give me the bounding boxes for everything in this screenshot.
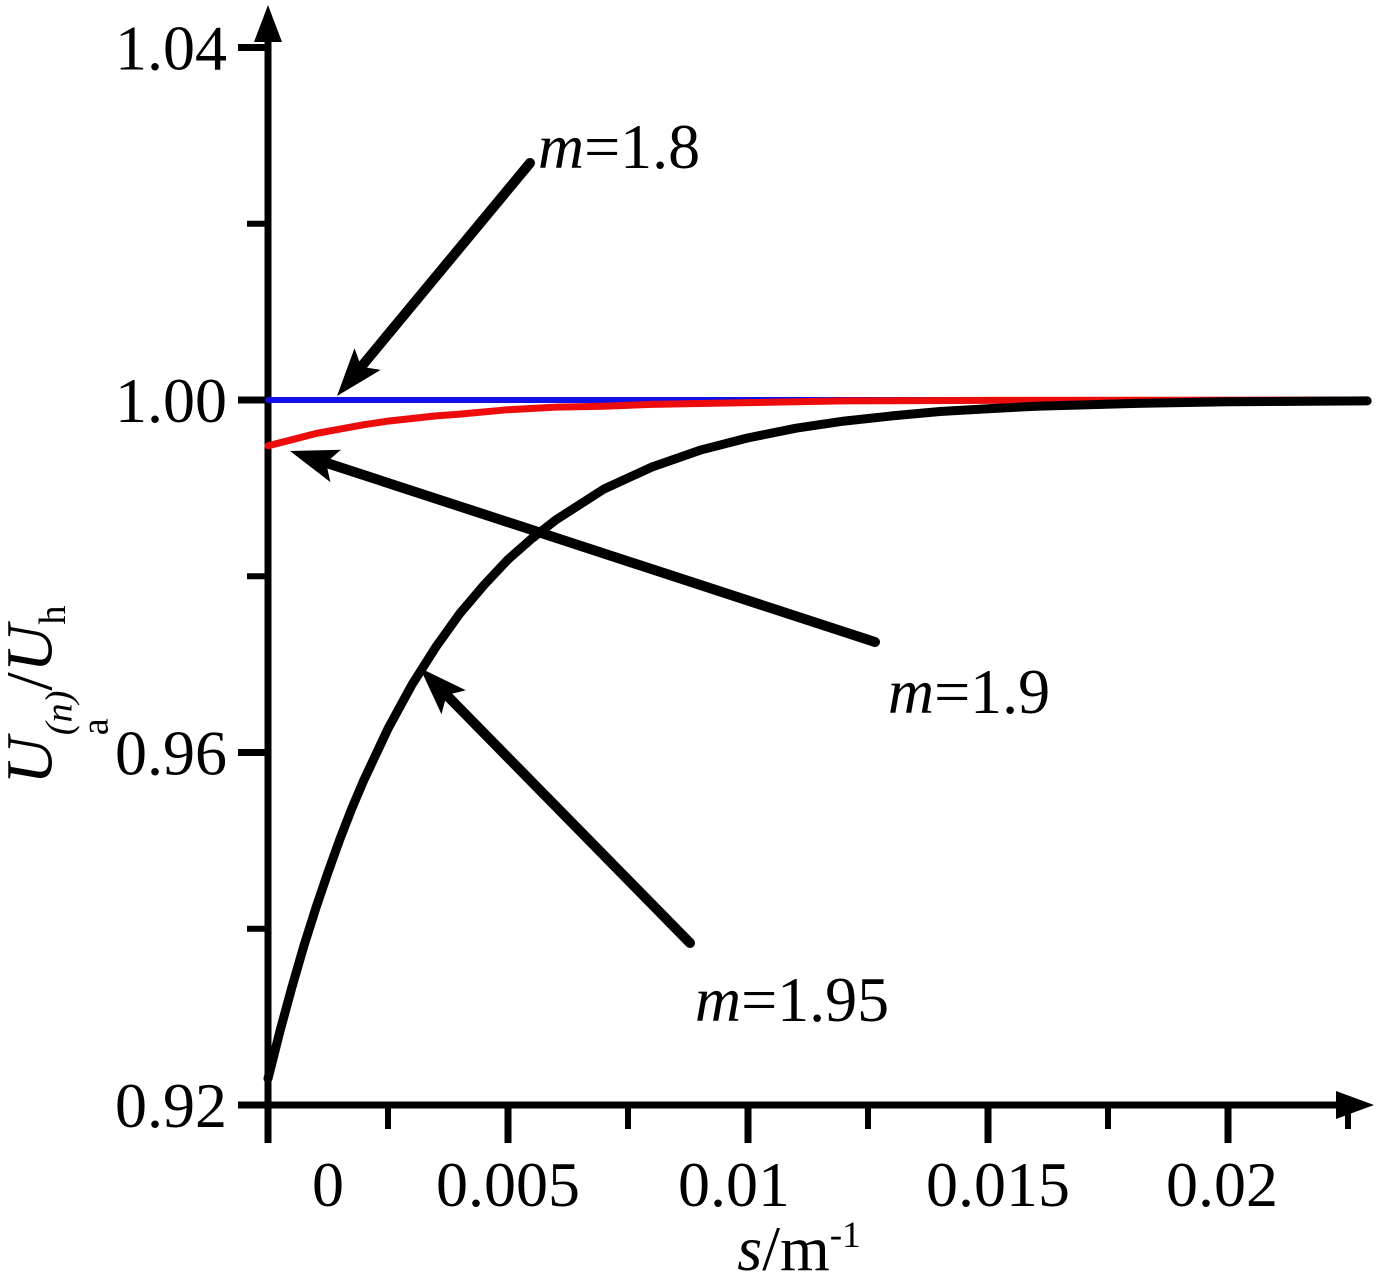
y-axis-arrowhead-icon [254, 5, 282, 42]
x-axis-arrowhead-icon [1336, 1091, 1374, 1119]
y-tick-label: 1.04 [115, 13, 227, 84]
y-axis-title: U (n) a/Uh [0, 605, 117, 785]
y-tick-label: 0.92 [115, 1070, 227, 1141]
y-axis-scripts: (n) a [38, 690, 117, 736]
curve-m-1-9 [264, 396, 1371, 450]
annotation-arrow-line [351, 158, 535, 378]
annotation-variable: m [694, 964, 742, 1035]
y-axis-subscript: a [74, 718, 117, 736]
annotation-value: =1.95 [741, 964, 890, 1035]
y-axis-superscript: (n) [38, 690, 81, 736]
y-tick-label: 1.00 [115, 365, 227, 436]
annotation-variable: m [887, 656, 935, 727]
x-axis-unit: /m [762, 1213, 830, 1277]
x-tick-label: 0.005 [436, 1149, 580, 1220]
y-tick-label: 0.96 [115, 718, 227, 789]
y-axis-symbol-denominator: U [0, 624, 67, 673]
x-tick-label: 0.01 [678, 1149, 790, 1220]
x-tick-label: 0.015 [926, 1149, 1070, 1220]
x-tick-label: 0 [312, 1149, 344, 1220]
annotation-label-m-1-95: m=1.95 [695, 968, 889, 1032]
y-axis-denominator-subscript: h [32, 605, 75, 625]
annotation-value: =1.8 [584, 111, 701, 182]
curve-m-1-95 [263, 396, 1372, 1084]
annotation-arrowhead-icon [337, 348, 381, 396]
x-tick-label: 0.02 [1166, 1149, 1278, 1220]
annotation-variable: m [537, 111, 585, 182]
annotation-value: =1.9 [934, 656, 1051, 727]
x-axis-variable: s [737, 1213, 763, 1277]
y-axis-symbol-numerator: U [0, 736, 67, 785]
annotation-label-m-1-9: m=1.9 [888, 660, 1050, 724]
x-axis-title: s/m-1 [737, 1217, 860, 1277]
annotation-label-m-1-8: m=1.8 [538, 115, 700, 179]
y-axis-divider: / [0, 672, 67, 691]
annotation-arrow-line [313, 455, 880, 647]
annotation-arrowhead-icon [420, 668, 466, 715]
x-axis-unit-exponent: -1 [829, 1215, 861, 1256]
annotation-arrowhead-icon [290, 449, 341, 483]
annotation-arrow-line [436, 684, 695, 948]
